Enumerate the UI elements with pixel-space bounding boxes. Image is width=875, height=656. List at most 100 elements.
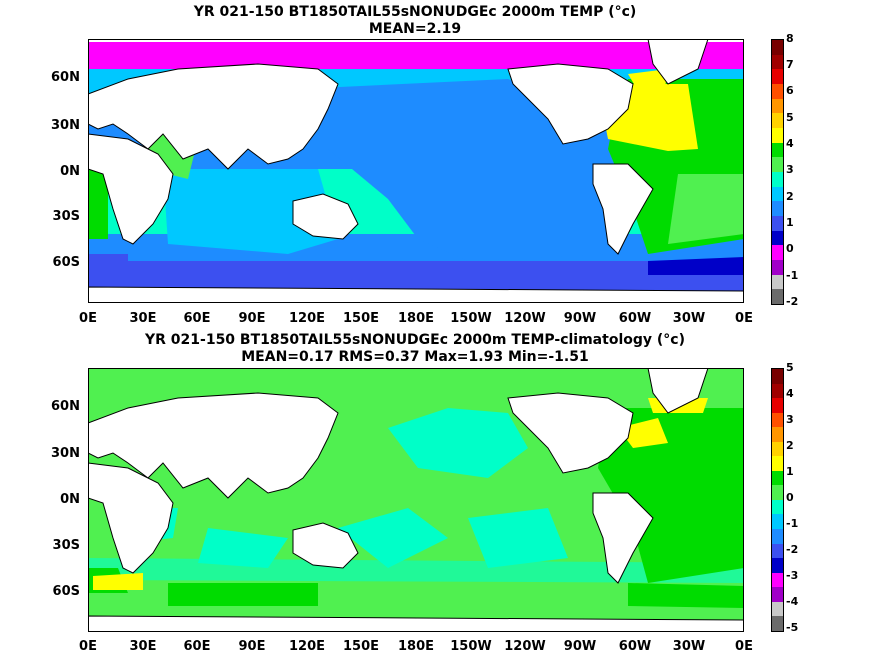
panel1-colorbar-segment xyxy=(772,186,783,202)
panel2-colorbar-segment xyxy=(772,543,783,559)
panel2-colorbar-segment xyxy=(772,514,783,530)
panel2-colorbar-tick: 0 xyxy=(786,491,794,504)
panel2-lon-label: 90E xyxy=(238,639,266,654)
panel1-lon-label: 90E xyxy=(238,311,266,326)
panel1-lon-label: 60E xyxy=(183,311,211,326)
panel1-colorbar-segment xyxy=(772,230,783,246)
panel2-colorbar-segment xyxy=(772,369,783,384)
panel2-colorbar-segment xyxy=(772,572,783,588)
panel2-colorbar xyxy=(771,368,784,632)
panel2-colorbar-segment xyxy=(772,456,783,471)
panel1-lon-label: 0E xyxy=(79,311,97,326)
panel2-colorbar-tick: 2 xyxy=(786,439,794,452)
panel2-map xyxy=(88,368,744,632)
panel2-colorbar-tick: -2 xyxy=(786,543,799,556)
panel2-lon-label: 0E xyxy=(735,639,753,654)
panel1-map xyxy=(88,39,744,303)
panel2-lon-label: 30W xyxy=(672,639,706,654)
panel1-lon-label: 90W xyxy=(563,311,597,326)
panel2-colorbar-segment xyxy=(772,427,783,442)
panel1-lon-label: 120W xyxy=(504,311,546,326)
panel2-map-svg xyxy=(88,368,744,632)
panel1-lon-label: 150E xyxy=(342,311,380,326)
panel1-lon-label: 30W xyxy=(672,311,706,326)
panel1-colorbar-tick: 8 xyxy=(786,32,794,45)
panel2-colorbar-tick: 4 xyxy=(786,387,794,400)
panel2-colorbar-segment xyxy=(772,499,783,515)
panel1-colorbar-segment xyxy=(772,142,783,158)
panel1-colorbar-tick: 7 xyxy=(786,58,794,71)
panel1-colorbar xyxy=(771,39,784,305)
panel1-lon-label: 180E xyxy=(397,311,435,326)
panel1-colorbar-segment xyxy=(772,127,783,143)
panel1-lat-label: 0N xyxy=(60,164,80,179)
panel2-lat-label: 60S xyxy=(52,584,80,599)
panel2-colorbar-segment xyxy=(772,587,783,602)
panel2-title: YR 021-150 BT1850TAIL55sNONUDGEc 2000m T… xyxy=(145,332,685,348)
panel2-colorbar-tick: 5 xyxy=(786,361,794,374)
panel2-lat-label: 30N xyxy=(51,446,80,461)
panel2-lon-label: 60W xyxy=(618,639,652,654)
panel1-colorbar-segment xyxy=(772,289,783,304)
panel1-colorbar-tick: 3 xyxy=(786,163,794,176)
panel2-colorbar-tick: -5 xyxy=(786,621,799,634)
panel1-colorbar-tick: 1 xyxy=(786,216,794,229)
panel1-colorbar-segment xyxy=(772,201,783,216)
panel2-colorbar-segment xyxy=(772,383,783,399)
panel2-lon-label: 180E xyxy=(397,639,435,654)
panel2-lat-label: 0N xyxy=(60,492,80,507)
panel1-subtitle: MEAN=2.19 xyxy=(368,21,462,37)
panel1-colorbar-segment xyxy=(772,215,783,231)
panel2-colorbar-tick: 3 xyxy=(786,413,794,426)
panel2-colorbar-segment xyxy=(772,398,783,413)
panel2-colorbar-segment xyxy=(772,601,783,617)
panel2-lon-label: 60E xyxy=(183,639,211,654)
panel2-lon-label: 90W xyxy=(563,639,597,654)
panel2-colorbar-tick: -1 xyxy=(786,517,799,530)
panel2-subtitle: MEAN=0.17 RMS=0.37 Max=1.93 Min=-1.51 xyxy=(241,349,589,365)
panel1-colorbar-segment xyxy=(772,245,783,260)
panel1-lat-label: 30N xyxy=(51,118,80,133)
panel2-colorbar-segment xyxy=(772,529,783,544)
panel1-colorbar-tick: 2 xyxy=(786,190,794,203)
panel1-colorbar-tick: 6 xyxy=(786,84,794,97)
panel1-lon-label: 30E xyxy=(129,311,157,326)
panel1-map-svg xyxy=(88,39,744,303)
panel1-lon-label: 120E xyxy=(288,311,326,326)
panel2-lon-label: 150W xyxy=(450,639,492,654)
panel1-title: YR 021-150 BT1850TAIL55sNONUDGEc 2000m T… xyxy=(193,4,637,20)
panel1-colorbar-segment xyxy=(772,69,783,84)
panel1-lon-label: 60W xyxy=(618,311,652,326)
panel2-colorbar-tick: -4 xyxy=(786,595,799,608)
panel2-lon-label: 0E xyxy=(79,639,97,654)
panel1-lon-label: 0E xyxy=(735,311,753,326)
panel1-lat-label: 60N xyxy=(51,70,80,85)
panel2-lon-label: 120W xyxy=(504,639,546,654)
panel2-lon-label: 150E xyxy=(342,639,380,654)
panel2-colorbar-segment xyxy=(772,558,783,573)
panel2-lon-label: 30E xyxy=(129,639,157,654)
panel1-colorbar-tick: 0 xyxy=(786,242,794,255)
panel1-colorbar-segment xyxy=(772,171,783,187)
panel1-colorbar-segment xyxy=(772,274,783,290)
panel2-lon-label: 120E xyxy=(288,639,326,654)
panel1-lat-label: 60S xyxy=(52,255,80,270)
panel1-colorbar-tick: 5 xyxy=(786,111,794,124)
panel1-colorbar-segment xyxy=(772,83,783,99)
panel1-colorbar-tick: -1 xyxy=(786,269,799,282)
panel2-colorbar-segment xyxy=(772,470,783,486)
panel2-lat-label: 60N xyxy=(51,399,80,414)
panel1-colorbar-segment xyxy=(772,113,783,128)
panel1-colorbar-segment xyxy=(772,98,783,114)
panel2-colorbar-segment xyxy=(772,412,783,428)
panel1-colorbar-segment xyxy=(772,259,783,275)
panel1-colorbar-tick: 4 xyxy=(786,137,794,150)
panel2-colorbar-tick: 1 xyxy=(786,465,794,478)
panel2-lat-label: 30S xyxy=(52,538,80,553)
panel1-colorbar-tick: -2 xyxy=(786,295,799,308)
panel1-colorbar-segment xyxy=(772,157,783,172)
panel1-lon-label: 150W xyxy=(450,311,492,326)
panel1-colorbar-segment xyxy=(772,40,783,55)
panel2-colorbar-tick: -3 xyxy=(786,569,799,582)
panel1-colorbar-segment xyxy=(772,54,783,70)
